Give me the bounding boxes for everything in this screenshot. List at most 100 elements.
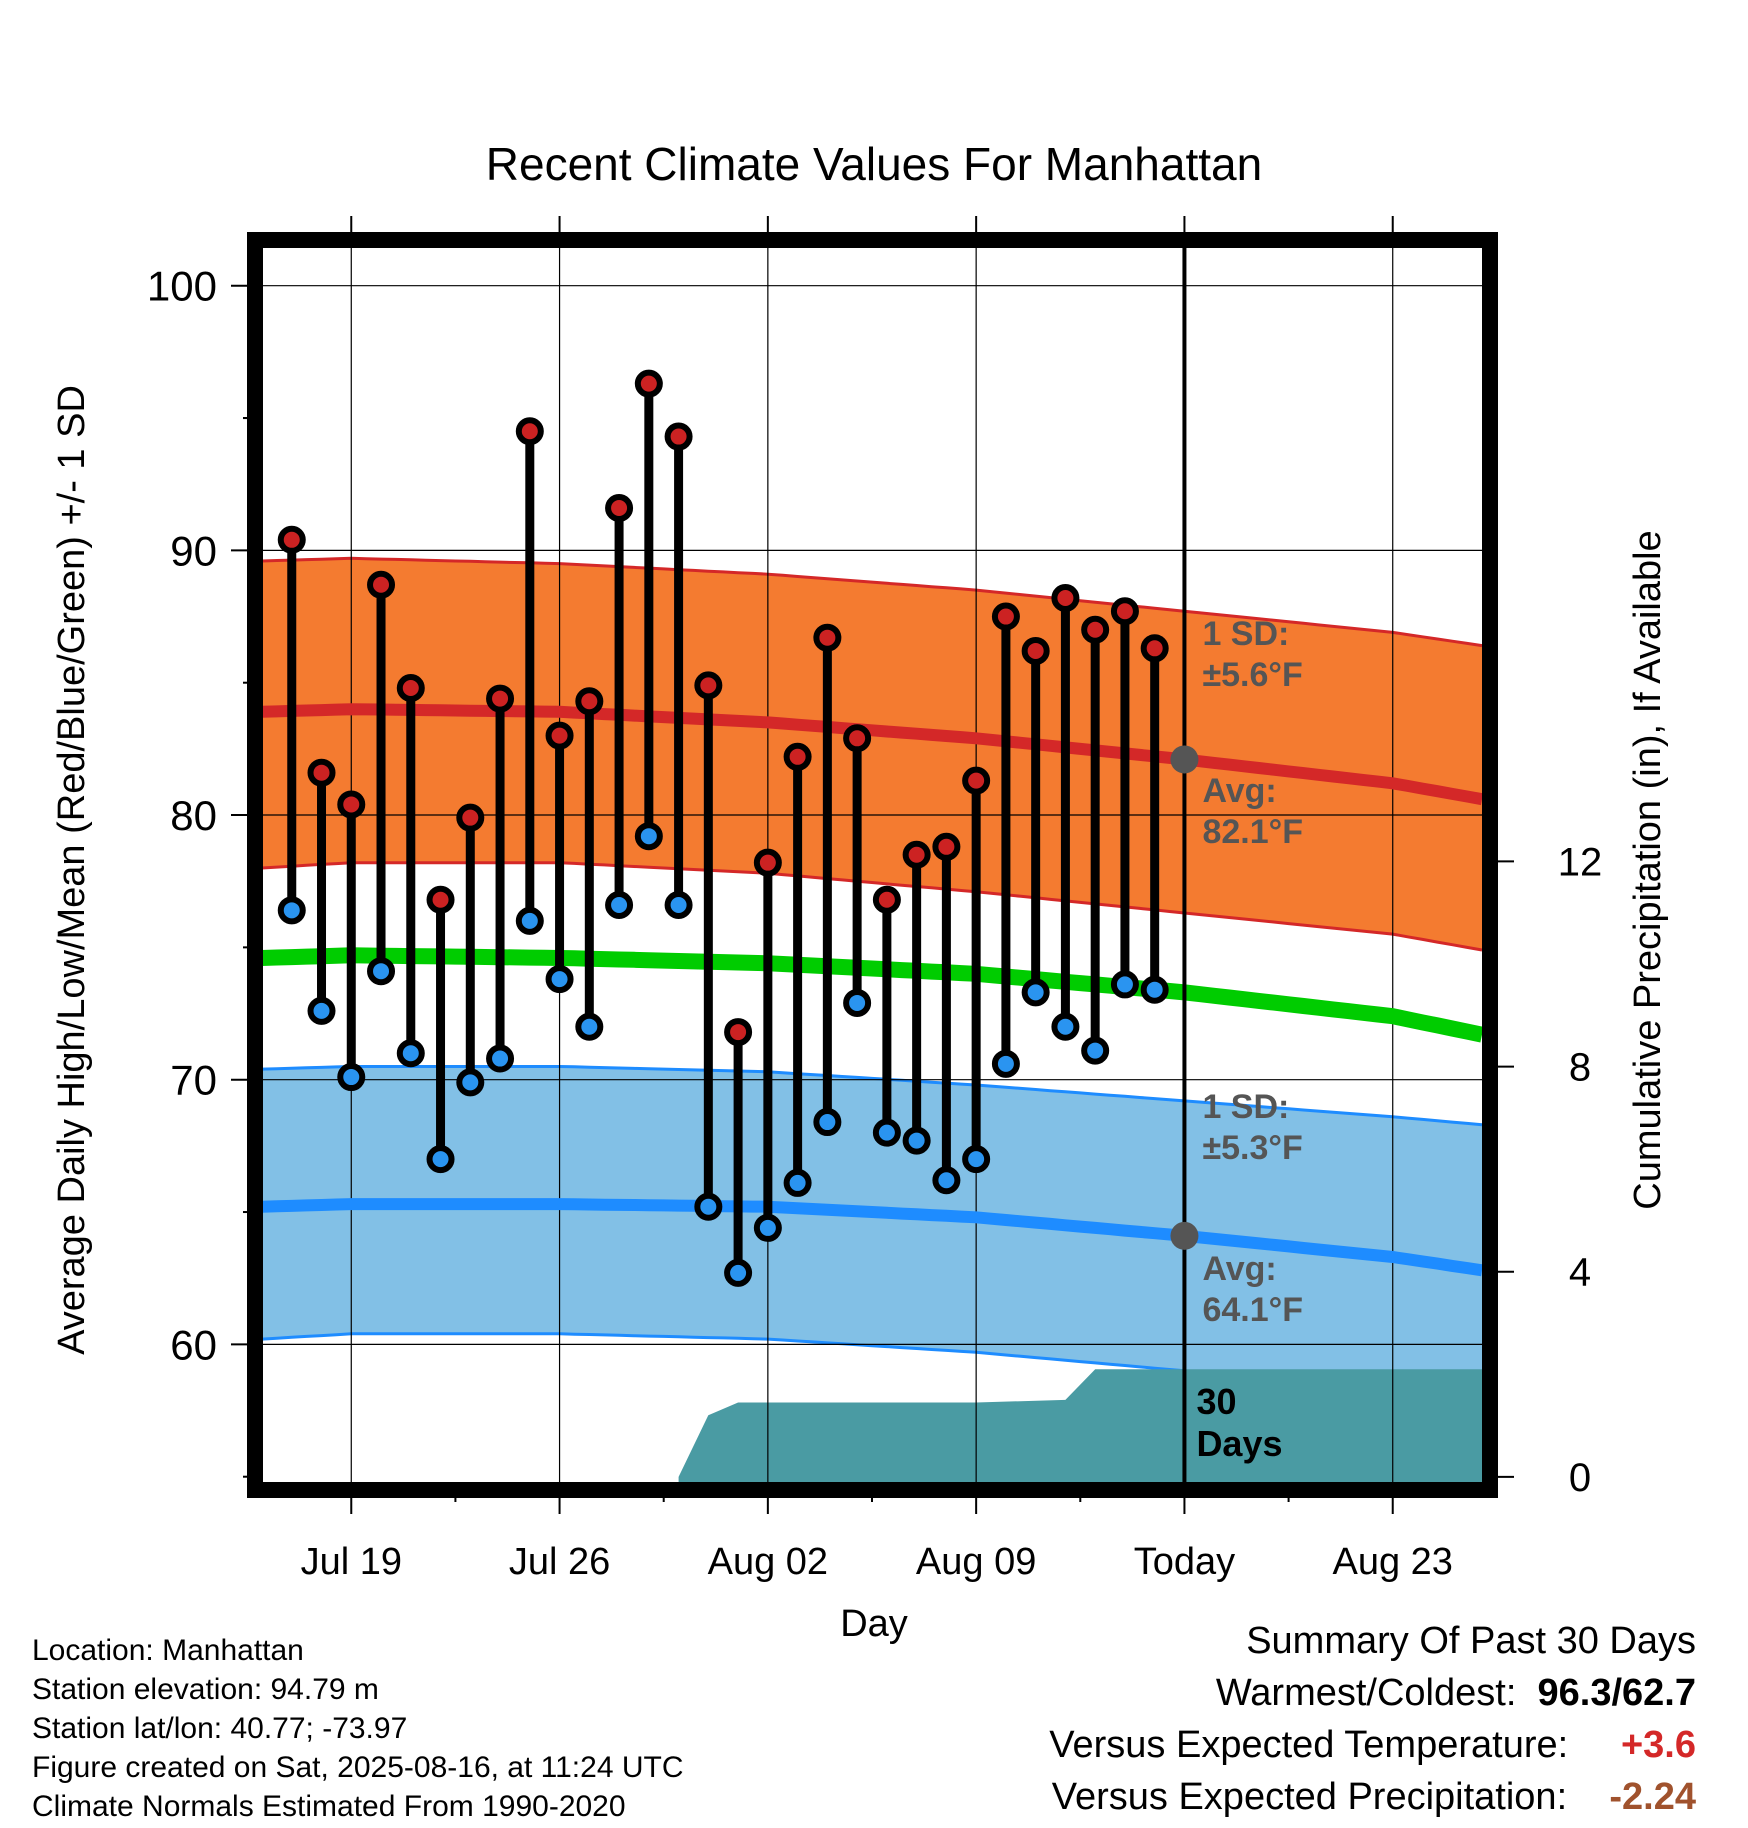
daily-low-point — [515, 906, 544, 935]
daily-low-point — [456, 1068, 485, 1097]
daily-low-point — [724, 1258, 753, 1287]
summary-title: Summary Of Past 30 Days — [1246, 1620, 1696, 1662]
daily-high-point — [545, 721, 574, 750]
daily-high-point — [753, 848, 782, 877]
daily-high-point — [307, 758, 336, 787]
daily-high-point — [902, 840, 931, 869]
daily-high-point — [426, 885, 455, 914]
days-label-number: 30 — [1196, 1381, 1236, 1422]
y-tick-label: 60 — [170, 1321, 217, 1368]
precipitation-area — [678, 1369, 1482, 1482]
daily-low-point — [634, 822, 663, 851]
summary-precip-value: -2.24 — [1609, 1776, 1696, 1818]
daily-high-point — [1110, 597, 1139, 626]
daily-high-point — [694, 671, 723, 700]
daily-high-point — [724, 1018, 753, 1047]
daily-high-point — [605, 494, 634, 523]
daily-low-point — [813, 1108, 842, 1137]
info-latlon: Station lat/lon: 40.77; -73.97 — [32, 1712, 408, 1745]
summary-precip-label: Versus Expected Precipitation: — [1051, 1776, 1568, 1818]
daily-low-point — [962, 1145, 991, 1174]
daily-high-point — [396, 673, 425, 702]
summary-warm-cold-value: 96.3/62.7 — [1537, 1672, 1696, 1714]
low-avg-value: 64.1°F — [1202, 1291, 1303, 1329]
daily-low-point — [843, 988, 872, 1017]
low-avg-label: Avg: — [1202, 1250, 1276, 1288]
info-elevation: Station elevation: 94.79 m — [32, 1673, 379, 1706]
mean-normal-line — [261, 947, 1484, 1043]
daily-low-point — [396, 1039, 425, 1068]
daily-high-point — [486, 684, 515, 713]
low-sd-label: 1 SD: — [1202, 1088, 1289, 1126]
low-sd-band — [262, 1066, 1482, 1400]
daily-low-point — [932, 1166, 961, 1195]
y2-tick-label: 0 — [1569, 1456, 1591, 1500]
x-tick-label: Aug 02 — [708, 1541, 828, 1583]
daily-high-point — [337, 790, 366, 819]
today-low-avg-marker — [1170, 1221, 1199, 1250]
summary-temp-value: +3.6 — [1620, 1724, 1696, 1766]
daily-high-point — [277, 525, 306, 554]
daily-low-point — [575, 1012, 604, 1041]
info-location: Location: Manhattan — [32, 1634, 304, 1667]
high-sd-upper-line — [261, 556, 1483, 648]
daily-high-point — [962, 766, 991, 795]
daily-low-point — [783, 1168, 812, 1197]
x-tick-label: Jul 26 — [509, 1541, 610, 1583]
y-tick-label: 70 — [170, 1057, 217, 1104]
daily-low-point — [902, 1126, 931, 1155]
daily-low-point — [426, 1145, 455, 1174]
daily-high-point — [367, 570, 396, 599]
summary-warm-cold: Warmest/Coldest: 96.3/62.7 — [1216, 1672, 1696, 1715]
daily-low-point — [367, 957, 396, 986]
daily-high-point — [872, 885, 901, 914]
daily-low-point — [991, 1049, 1020, 1078]
x-tick-label: Aug 23 — [1333, 1541, 1453, 1583]
summary-warm-cold-label: Warmest/Coldest: — [1215, 1672, 1517, 1714]
summary-precip: Versus Expected Precipitation: -2.24 — [1052, 1776, 1696, 1819]
daily-high-point — [1051, 584, 1080, 613]
daily-low-point — [277, 896, 306, 925]
daily-high-point — [843, 724, 872, 753]
daily-low-point — [605, 891, 634, 920]
daily-low-point — [1051, 1012, 1080, 1041]
high-avg-label: Avg: — [1202, 772, 1276, 810]
daily-low-point — [1081, 1036, 1110, 1065]
daily-low-point — [664, 891, 693, 920]
low-sd-value: ±5.3°F — [1202, 1129, 1302, 1167]
daily-high-point — [664, 422, 693, 451]
daily-low-point — [1140, 975, 1169, 1004]
daily-high-point — [456, 803, 485, 832]
daily-low-point — [872, 1118, 901, 1147]
high-sd-label: 1 SD: — [1202, 615, 1289, 653]
daily-low-point — [1021, 978, 1050, 1007]
info-normals: Climate Normals Estimated From 1990-2020 — [32, 1790, 626, 1823]
chart-title: Recent Climate Values For Manhattan — [486, 138, 1262, 190]
daily-high-point — [783, 742, 812, 771]
today-high-avg-marker — [1170, 745, 1199, 774]
y2-tick-label: 4 — [1569, 1251, 1591, 1295]
low-sd-upper-line — [261, 1065, 1483, 1127]
daily-high-point — [932, 832, 961, 861]
y-axis-label: Average Daily High/Low/Mean (Red/Blue/Gr… — [51, 385, 93, 1355]
daily-high-point — [991, 602, 1020, 631]
high-avg-value: 82.1°F — [1202, 813, 1303, 851]
daily-low-point — [694, 1192, 723, 1221]
summary-temp: Versus Expected Temperature: +3.6 — [1049, 1724, 1696, 1767]
daily-high-point — [1081, 615, 1110, 644]
x-tick-label: Aug 09 — [916, 1541, 1036, 1583]
daily-high-point — [515, 417, 544, 446]
daily-high-point — [813, 623, 842, 652]
y-tick-label: 90 — [170, 527, 217, 574]
y2-tick-label: 8 — [1569, 1046, 1591, 1090]
x-tick-label: Jul 19 — [301, 1541, 402, 1583]
daily-low-point — [337, 1063, 366, 1092]
low-normal-line — [261, 1198, 1483, 1277]
y2-tick-label: 12 — [1558, 840, 1603, 884]
daily-high-point — [575, 687, 604, 716]
y2-axis-label: Cumulative Precipitation (in), If Availa… — [1627, 530, 1669, 1209]
x-axis-label: Day — [840, 1603, 908, 1645]
high-normal-line — [261, 703, 1484, 806]
